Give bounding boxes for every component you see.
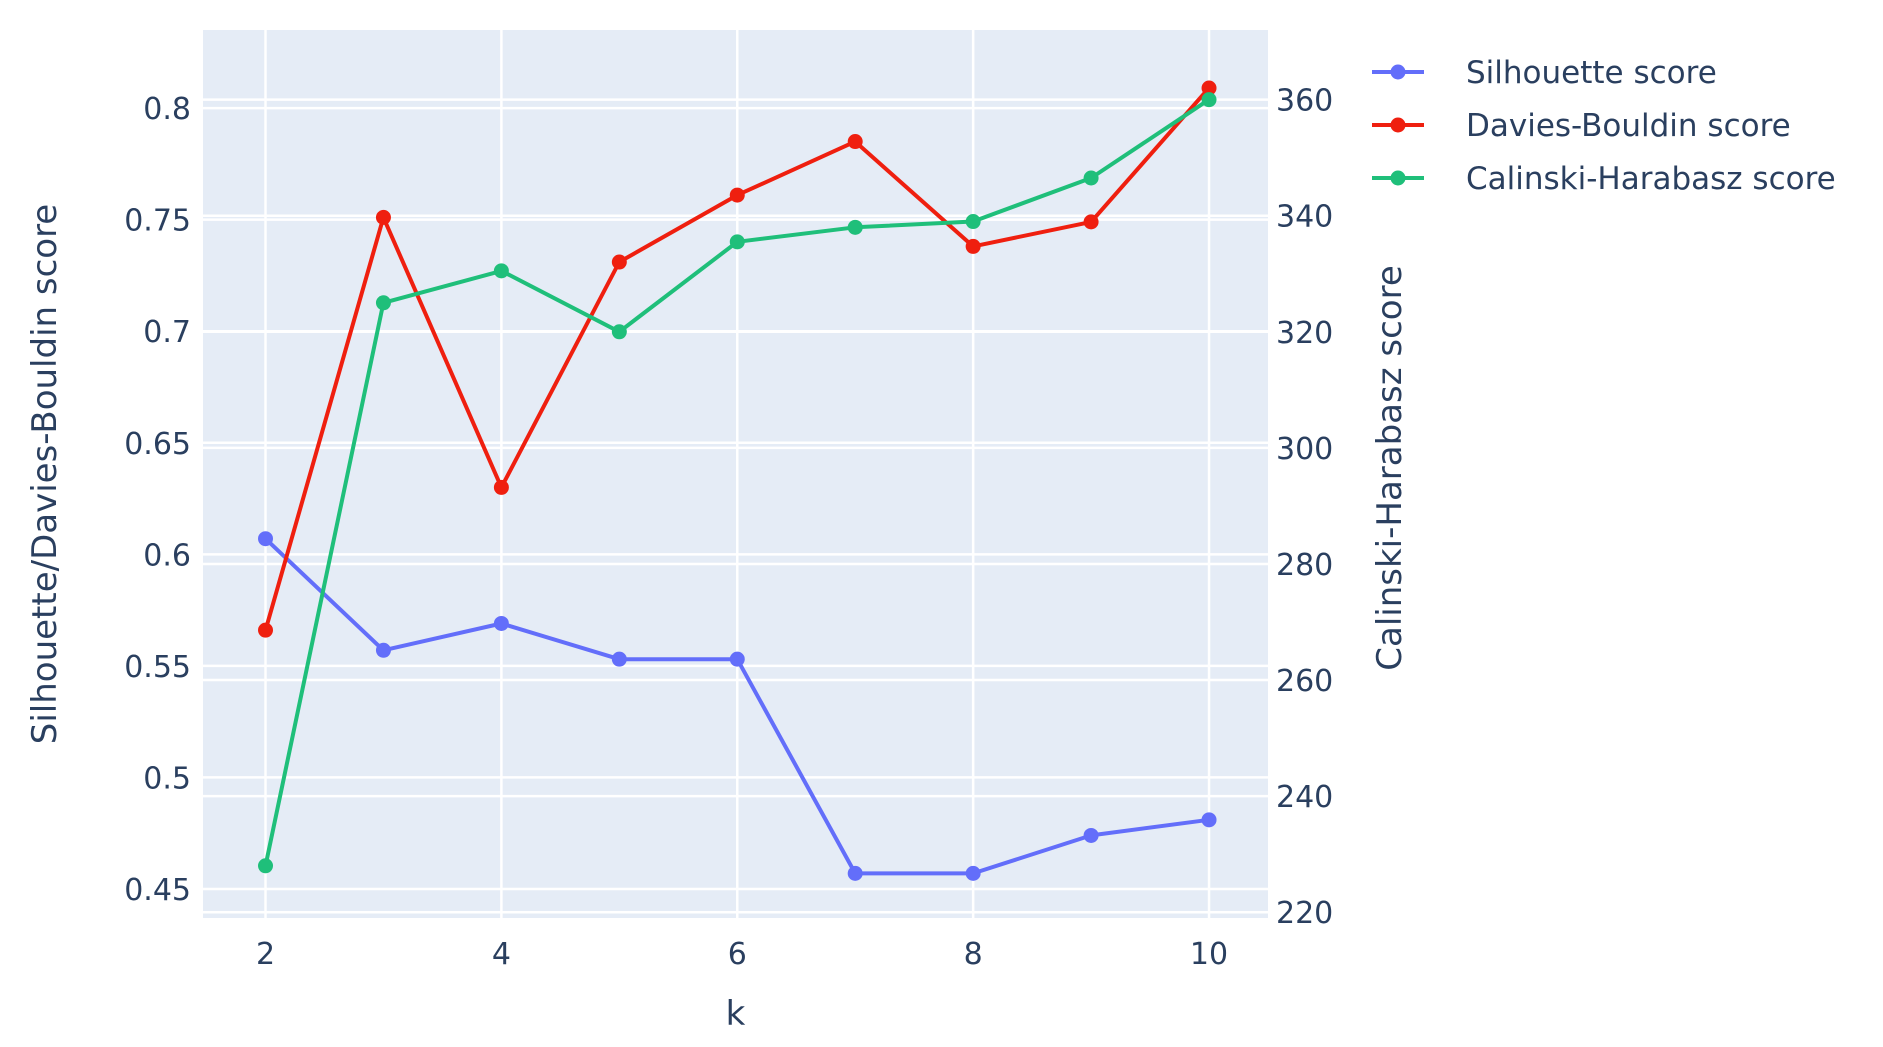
series-point — [493, 263, 509, 279]
series-lines — [258, 80, 1217, 881]
y-left-tick-label: 0.45 — [124, 873, 191, 908]
series-point — [847, 219, 863, 235]
x-tick-label: 2 — [256, 937, 275, 972]
x-axis-title: k — [726, 994, 746, 1034]
y-right-tick-label: 320 — [1276, 316, 1333, 351]
y-left-tick-label: 0.8 — [143, 92, 191, 127]
y-left-tick-label: 0.6 — [143, 538, 191, 573]
series-point — [375, 642, 391, 658]
x-tick-label: 4 — [492, 937, 511, 972]
series-point — [1201, 92, 1217, 108]
series-point — [1083, 170, 1099, 186]
legend-label: Davies-Bouldin score — [1466, 108, 1791, 144]
series-point — [729, 187, 745, 203]
y-right-tick-label: 300 — [1276, 432, 1333, 467]
series-point — [847, 134, 863, 150]
series-point — [375, 209, 391, 225]
gridlines — [203, 30, 1268, 918]
series-point — [1201, 80, 1217, 96]
series-point — [729, 234, 745, 250]
series-point — [965, 865, 981, 881]
y-left-tick-label: 0.5 — [143, 761, 191, 796]
y-right-tick-label: 280 — [1276, 548, 1333, 583]
y-axis-left-title: Silhouette/Davies-Bouldin score — [25, 204, 65, 744]
x-tick-label: 10 — [1190, 937, 1228, 972]
series-point — [1201, 812, 1217, 828]
legend-label: Calinski-Harabasz score — [1466, 161, 1836, 197]
series-point — [729, 651, 745, 667]
series-point — [493, 615, 509, 631]
series-point — [258, 622, 274, 638]
series-point — [258, 858, 274, 874]
legend-swatch-marker — [1390, 117, 1406, 133]
series-point — [1083, 827, 1099, 843]
series-point — [1083, 214, 1099, 230]
series-point — [965, 238, 981, 254]
legend-swatch-marker — [1390, 170, 1406, 186]
y-left-tick-label: 0.65 — [124, 427, 191, 462]
y-right-tick-label: 260 — [1276, 664, 1333, 699]
series-point — [258, 531, 274, 547]
y-right-tick-label: 340 — [1276, 200, 1333, 235]
series-point — [611, 651, 627, 667]
series-point — [611, 254, 627, 270]
y-axis-left-ticks: 0.45 0.5 0.55 0.6 0.65 0.7 0.75 0.8 — [124, 92, 191, 908]
series-point — [965, 214, 981, 230]
series-point — [611, 324, 627, 340]
y-left-tick-label: 0.75 — [124, 204, 191, 239]
x-tick-label: 6 — [728, 937, 747, 972]
y-right-tick-label: 220 — [1276, 896, 1333, 931]
x-tick-label: 8 — [964, 937, 983, 972]
plot-area — [203, 30, 1268, 918]
y-axis-right-title: Calinski-Harabasz score — [1370, 265, 1410, 671]
y-left-tick-label: 0.7 — [143, 315, 191, 350]
series-point — [493, 479, 509, 495]
legend: Silhouette score Davies-Bouldin score Cali… — [1372, 55, 1836, 197]
legend-label: Silhouette score — [1466, 55, 1717, 91]
y-left-tick-label: 0.55 — [124, 650, 191, 685]
y-axis-right-ticks: 220 240 260 280 300 320 340 360 — [1276, 84, 1333, 932]
legend-swatch-marker — [1390, 64, 1406, 80]
y-right-tick-label: 240 — [1276, 780, 1333, 815]
y-right-tick-label: 360 — [1276, 84, 1333, 119]
series-point — [375, 295, 391, 311]
series-point — [847, 865, 863, 881]
x-axis-ticks: 2 4 6 8 10 — [256, 937, 1228, 972]
